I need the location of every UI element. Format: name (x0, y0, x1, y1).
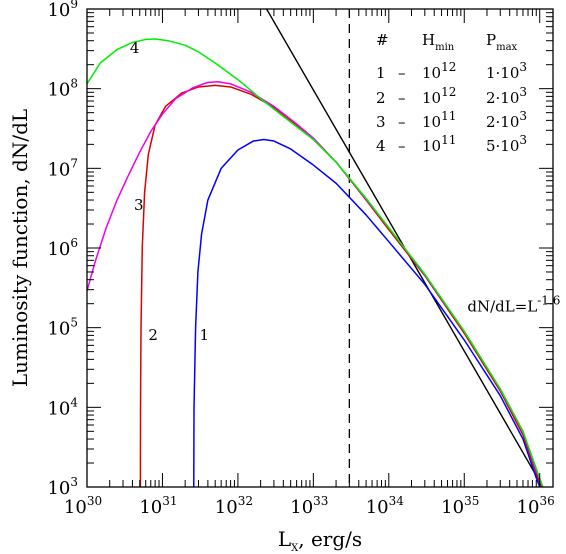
series-line-2 (139, 84, 543, 487)
svg-text:3: 3 (376, 113, 386, 131)
legend-row: 3 – 1011 2·103 (376, 109, 527, 131)
series-line-3 (87, 81, 544, 487)
svg-text:2: 2 (376, 89, 386, 107)
x-tick-label: 1034 (366, 494, 405, 518)
legend-table: # Hmin Pmax 1 – 1012 1·103 2 – 1012 2·10… (376, 31, 527, 155)
curve-label-2: 2 (148, 326, 158, 344)
x-tick-label: 1032 (215, 494, 253, 518)
x-tick-label: 1033 (290, 494, 328, 518)
curve-label-3: 3 (134, 196, 144, 214)
legend-row: 1 – 1012 1·103 (376, 60, 527, 82)
svg-text:–: – (398, 113, 406, 131)
legend-header-num: # (376, 31, 389, 49)
curve-label-1: 1 (200, 326, 210, 344)
svg-text:1: 1 (376, 64, 386, 82)
svg-text:–: – (398, 137, 406, 155)
svg-text:1012: 1012 (422, 85, 456, 107)
svg-text:4: 4 (376, 137, 386, 155)
y-tick-label: 103 (47, 475, 78, 499)
y-tick-label: 106 (47, 236, 78, 260)
y-axis-title: Luminosity function, dN/dL (8, 109, 32, 387)
svg-text:–: – (398, 64, 406, 82)
legend-row: 2 – 1012 2·103 (376, 85, 527, 107)
reference-line-label: dN/dL=L-1.6 (467, 293, 560, 315)
x-tick-label: 1031 (139, 494, 177, 518)
x-tick-label: 1030 (64, 494, 102, 518)
svg-text:2·103: 2·103 (486, 85, 527, 107)
y-tick-label: 105 (47, 316, 78, 340)
x-axis-title: LX, erg/s (278, 527, 362, 554)
y-tick-label: 109 (47, 0, 78, 21)
legend-row: 4 – 1011 5·103 (376, 133, 527, 155)
svg-text:1011: 1011 (422, 109, 456, 131)
curve-label-4: 4 (130, 39, 140, 57)
y-tick-label: 107 (47, 156, 78, 180)
svg-text:5·103: 5·103 (486, 133, 527, 155)
svg-text:1012: 1012 (422, 60, 456, 82)
plot-frame (86, 8, 554, 488)
svg-text:1011: 1011 (422, 133, 456, 155)
y-tick-label: 104 (47, 395, 78, 419)
y-tick-label: 108 (47, 77, 78, 101)
legend-header-hmin: Hmin (422, 31, 455, 53)
svg-text:–: – (398, 89, 406, 107)
svg-text:2·103: 2·103 (486, 109, 527, 131)
x-tick-label: 1035 (441, 494, 479, 518)
series-line-4 (87, 38, 544, 487)
legend-header-pmax: Pmax (486, 31, 518, 53)
svg-text:1·103: 1·103 (486, 60, 527, 82)
series-line-1 (193, 138, 541, 487)
x-tick-label: 1036 (517, 494, 555, 518)
